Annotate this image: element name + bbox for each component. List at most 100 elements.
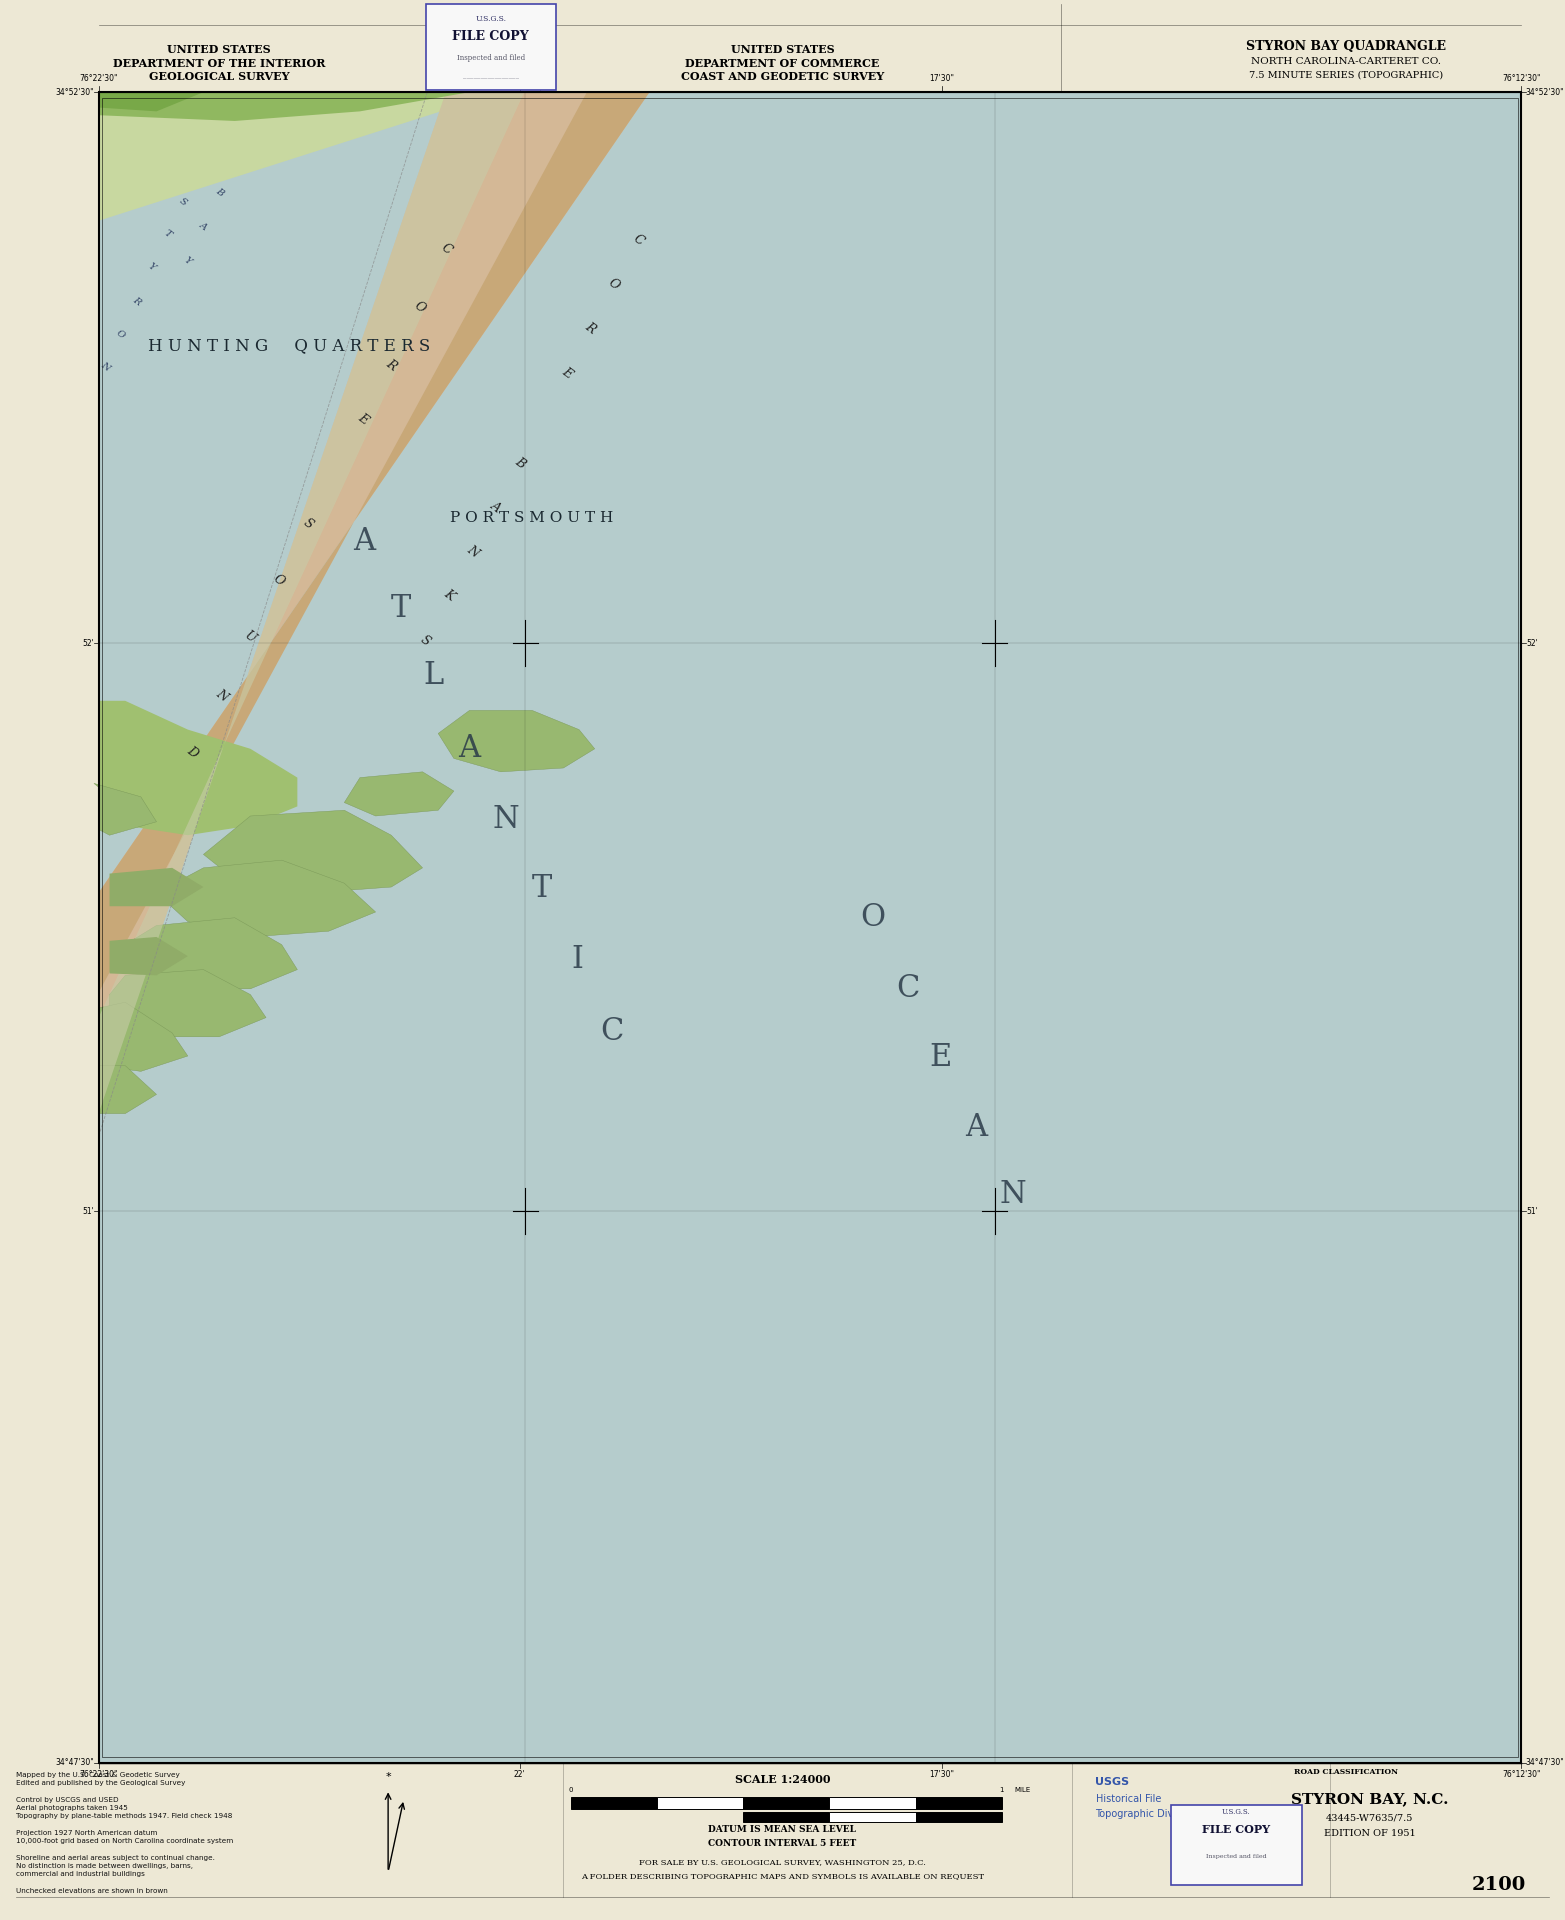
Text: 10,000-foot grid based on North Carolina coordinate system: 10,000-foot grid based on North Carolina…	[16, 1837, 233, 1845]
Text: STYRON BAY, N.C.: STYRON BAY, N.C.	[1291, 1791, 1448, 1807]
Bar	[1171, 1805, 1302, 1885]
Text: O: O	[606, 276, 621, 292]
Text: N: N	[465, 543, 480, 559]
Text: T: T	[391, 593, 410, 624]
Text: 17'30": 17'30"	[930, 73, 955, 83]
Bar	[829, 1797, 916, 1809]
Polygon shape	[99, 92, 470, 121]
Text: ROAD CLASSIFICATION: ROAD CLASSIFICATION	[1294, 1768, 1398, 1776]
Polygon shape	[99, 92, 649, 1114]
Text: R: R	[383, 357, 399, 372]
Polygon shape	[110, 937, 188, 975]
Text: N: N	[491, 804, 520, 835]
Text: O: O	[861, 902, 886, 933]
Text: 76°22'30": 76°22'30"	[80, 1770, 117, 1780]
Text: N: N	[998, 1179, 1027, 1210]
Text: A FOLDER DESCRIBING TOPOGRAPHIC MAPS AND SYMBOLS IS AVAILABLE ON REQUEST: A FOLDER DESCRIBING TOPOGRAPHIC MAPS AND…	[581, 1872, 984, 1880]
Text: 34°47'30": 34°47'30"	[55, 1759, 94, 1766]
Text: C: C	[601, 1016, 623, 1046]
Text: 34°52'30": 34°52'30"	[55, 88, 94, 96]
Text: 17'30": 17'30"	[930, 1770, 955, 1780]
Text: 22': 22'	[513, 73, 526, 83]
Text: ________________: ________________	[463, 71, 518, 79]
Text: U.S.G.S.: U.S.G.S.	[476, 15, 505, 23]
Text: 34°52'30": 34°52'30"	[1526, 88, 1565, 96]
Text: Edited and published by the Geological Survey: Edited and published by the Geological S…	[16, 1780, 185, 1786]
Text: L: L	[424, 660, 443, 691]
Text: 2100: 2100	[1473, 1876, 1526, 1895]
Polygon shape	[99, 92, 501, 221]
Text: T: T	[163, 228, 172, 240]
Text: S: S	[418, 634, 434, 649]
Text: E: E	[559, 365, 574, 380]
Polygon shape	[438, 710, 595, 772]
Text: Control by USCGS and USED: Control by USCGS and USED	[16, 1797, 119, 1803]
Text: D: D	[185, 745, 200, 760]
Text: STYRON BAY QUADRANGLE: STYRON BAY QUADRANGLE	[1246, 40, 1446, 52]
Text: 51': 51'	[81, 1208, 94, 1215]
Text: UNITED STATES: UNITED STATES	[731, 44, 834, 56]
Bar	[99, 92, 1521, 1763]
Text: H U N T I N G     Q U A R T E R S: H U N T I N G Q U A R T E R S	[149, 338, 430, 353]
Polygon shape	[99, 92, 524, 1114]
Polygon shape	[125, 918, 297, 989]
Text: C: C	[897, 973, 919, 1004]
Text: 7.5 MINUTE SERIES (TOPOGRAPHIC): 7.5 MINUTE SERIES (TOPOGRAPHIC)	[1249, 71, 1443, 79]
Polygon shape	[110, 868, 203, 906]
Text: Inspected and filed: Inspected and filed	[1207, 1855, 1266, 1859]
Text: R: R	[582, 321, 598, 336]
Text: 76°12'30": 76°12'30"	[1502, 1770, 1540, 1780]
Text: B: B	[512, 455, 527, 470]
Text: DEPARTMENT OF THE INTERIOR: DEPARTMENT OF THE INTERIOR	[113, 58, 326, 69]
Text: USGS: USGS	[1096, 1776, 1130, 1788]
Text: E: E	[355, 411, 371, 426]
Bar	[916, 1812, 1002, 1822]
Text: 52': 52'	[81, 639, 94, 647]
Text: P O R T S M O U T H: P O R T S M O U T H	[451, 511, 613, 526]
Text: 76°12'30": 76°12'30"	[1502, 73, 1540, 83]
Text: 1: 1	[1000, 1788, 1003, 1793]
Text: Inspected and filed: Inspected and filed	[457, 54, 524, 61]
Polygon shape	[156, 860, 376, 937]
Text: EDITION OF 1951: EDITION OF 1951	[1324, 1830, 1415, 1837]
Bar	[829, 1812, 916, 1822]
Bar	[743, 1812, 829, 1822]
Text: Shoreline and aerial areas subject to continual change.: Shoreline and aerial areas subject to co…	[16, 1855, 214, 1860]
Text: Y: Y	[183, 255, 192, 267]
Text: FILE COPY: FILE COPY	[452, 31, 529, 42]
Text: A: A	[966, 1112, 988, 1142]
Text: Aerial photographs taken 1945: Aerial photographs taken 1945	[16, 1805, 127, 1811]
Text: NORTH CAROLINA-CARTERET CO.: NORTH CAROLINA-CARTERET CO.	[1250, 58, 1441, 65]
Text: U: U	[243, 630, 258, 645]
Polygon shape	[344, 772, 454, 816]
Text: I: I	[571, 945, 584, 975]
Text: O: O	[412, 300, 427, 315]
Text: B: B	[213, 186, 225, 198]
Text: 0: 0	[570, 1788, 573, 1793]
Text: C: C	[438, 242, 454, 257]
Text: MILE: MILE	[1014, 1788, 1030, 1793]
Polygon shape	[203, 810, 423, 893]
Text: DATUM IS MEAN SEA LEVEL: DATUM IS MEAN SEA LEVEL	[709, 1826, 856, 1834]
Text: Projection 1927 North American datum: Projection 1927 North American datum	[16, 1830, 157, 1836]
Bar	[426, 4, 556, 90]
Text: UNITED STATES: UNITED STATES	[167, 44, 271, 56]
Text: 22': 22'	[513, 1770, 526, 1780]
Text: N: N	[99, 361, 111, 372]
Text: 51': 51'	[1526, 1208, 1538, 1215]
Text: E: E	[930, 1043, 952, 1073]
Text: Unchecked elevations are shown in brown: Unchecked elevations are shown in brown	[16, 1887, 167, 1893]
Text: 34°47'30": 34°47'30"	[1526, 1759, 1565, 1766]
Text: SCALE 1:24000: SCALE 1:24000	[734, 1774, 831, 1786]
Polygon shape	[99, 1066, 156, 1114]
Text: S: S	[300, 516, 316, 532]
Polygon shape	[110, 970, 266, 1037]
Text: K: K	[441, 588, 457, 603]
Text: N: N	[214, 687, 230, 703]
Text: C: C	[631, 232, 646, 248]
Text: Mapped by the U.S. Coast & Geodetic Survey: Mapped by the U.S. Coast & Geodetic Surv…	[16, 1772, 180, 1778]
Text: DEPARTMENT OF COMMERCE: DEPARTMENT OF COMMERCE	[685, 58, 880, 69]
Text: A: A	[354, 526, 376, 557]
Text: Topographic Division: Topographic Division	[1096, 1809, 1197, 1820]
Text: Topography by plane-table methods 1947. Field check 1948: Topography by plane-table methods 1947. …	[16, 1812, 232, 1820]
